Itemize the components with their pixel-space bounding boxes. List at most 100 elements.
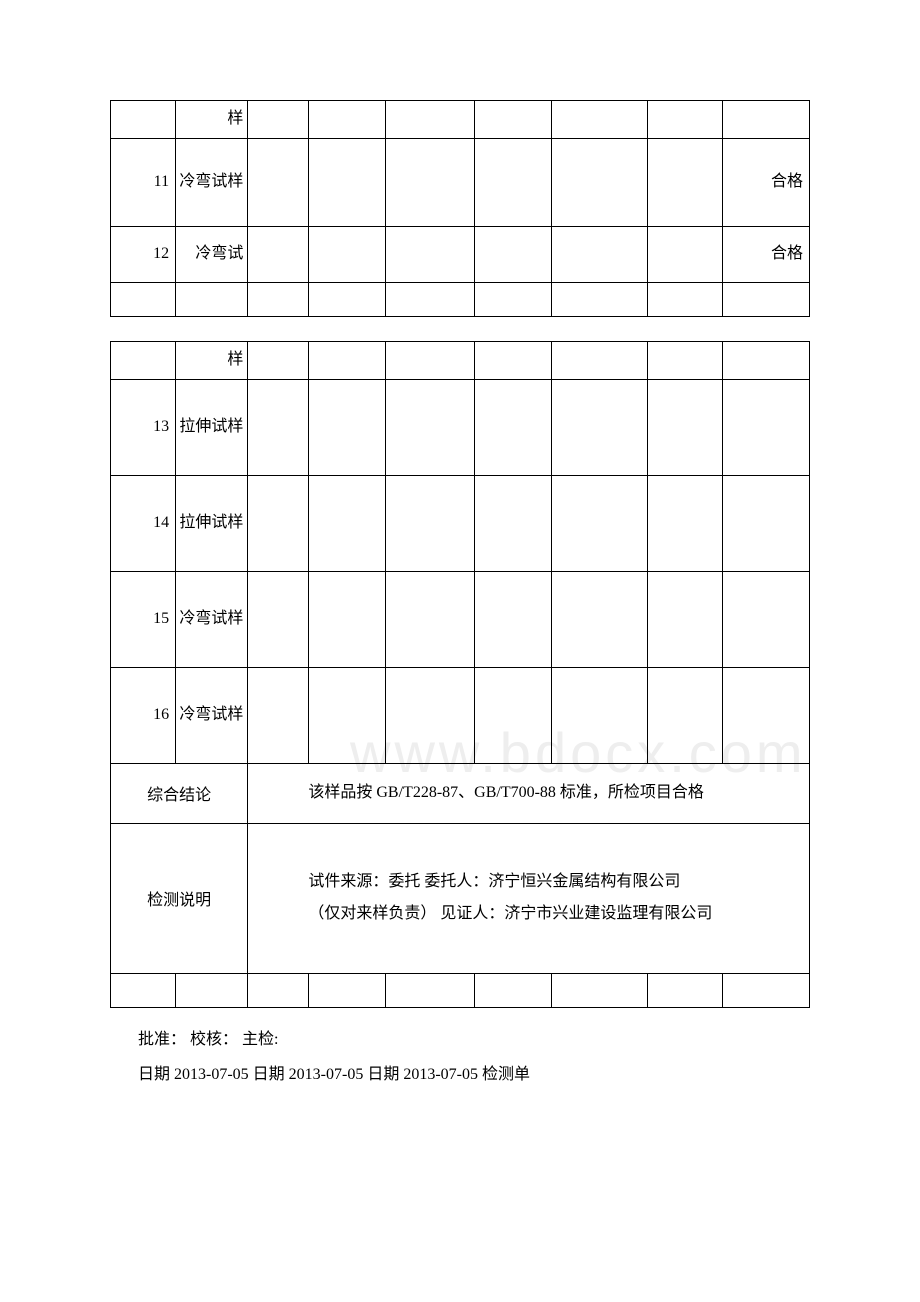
desc-line1: 试件来源：委托 委托人：济宁恒兴金属结构有限公司: [276, 866, 795, 898]
cell-empty: [385, 341, 474, 379]
cell-result: [723, 571, 810, 667]
cell-num: [111, 101, 176, 139]
desc-line2: （仅对来样负责） 见证人：济宁市兴业建设监理有限公司: [276, 898, 795, 930]
cell-empty: [308, 282, 385, 316]
cell-num: 15: [111, 571, 176, 667]
cell-empty: [474, 226, 551, 282]
cell-empty: [248, 475, 308, 571]
cell-num: 14: [111, 475, 176, 571]
cell-empty: [385, 475, 474, 571]
cell-empty: [723, 973, 810, 1007]
table-row: [111, 282, 810, 316]
description-row: 检测说明 试件来源：委托 委托人：济宁恒兴金属结构有限公司 （仅对来样负责） 见…: [111, 823, 810, 973]
footer-block: 批准： 校核： 主检: 日期 2013-07-05 日期 2013-07-05 …: [110, 1008, 810, 1092]
table-row: 15 冷弯试样: [111, 571, 810, 667]
cell-empty: [648, 379, 723, 475]
cell-type: 冷弯试样: [176, 571, 248, 667]
cell-type: 冷弯试: [176, 226, 248, 282]
cell-empty: [552, 571, 648, 667]
cell-empty: [308, 571, 385, 667]
cell-result: 合格: [723, 226, 810, 282]
cell-empty: [552, 475, 648, 571]
cell-empty: [248, 973, 308, 1007]
cell-empty: [308, 379, 385, 475]
table-row: 样: [111, 101, 810, 139]
cell-empty: [474, 571, 551, 667]
conclusion-label: 综合结论: [111, 763, 248, 823]
cell-type: 拉伸试样: [176, 379, 248, 475]
cell-empty: [248, 282, 308, 316]
cell-empty: [308, 138, 385, 226]
conclusion-row: 综合结论 该样品按 GB/T228-87、GB/T700-88 标准，所检项目合…: [111, 763, 810, 823]
cell-empty: [552, 667, 648, 763]
cell-empty: [648, 226, 723, 282]
cell-empty: [648, 571, 723, 667]
cell-num: 12: [111, 226, 176, 282]
cell-empty: [552, 138, 648, 226]
cell-result: [723, 475, 810, 571]
cell-empty: [176, 973, 248, 1007]
cell-empty: [474, 101, 551, 139]
cell-empty: [648, 973, 723, 1007]
cell-empty: [111, 282, 176, 316]
cell-result: [723, 101, 810, 139]
cell-empty: [176, 282, 248, 316]
cell-type: 冷弯试样: [176, 667, 248, 763]
cell-empty: [385, 282, 474, 316]
cell-empty: [385, 101, 474, 139]
cell-empty: [385, 973, 474, 1007]
cell-result: 合格: [723, 138, 810, 226]
cell-empty: [385, 571, 474, 667]
cell-empty: [552, 282, 648, 316]
cell-empty: [111, 973, 176, 1007]
cell-empty: [248, 101, 308, 139]
table-row: 13 拉伸试样: [111, 379, 810, 475]
conclusion-text: 该样品按 GB/T228-87、GB/T700-88 标准，所检项目合格: [248, 763, 810, 823]
table-row: 16 冷弯试样: [111, 667, 810, 763]
cell-empty: [308, 667, 385, 763]
cell-empty: [385, 226, 474, 282]
table-row: 11 冷弯试样 合格: [111, 138, 810, 226]
cell-empty: [474, 667, 551, 763]
results-table-1: 样 11 冷弯试样 合格 12 冷弯试: [110, 100, 810, 317]
cell-empty: [552, 341, 648, 379]
cell-empty: [474, 475, 551, 571]
cell-empty: [308, 226, 385, 282]
table-row: 14 拉伸试样: [111, 475, 810, 571]
table-row: 样: [111, 341, 810, 379]
cell-result: [723, 379, 810, 475]
cell-empty: [248, 341, 308, 379]
cell-empty: [648, 101, 723, 139]
cell-empty: [248, 138, 308, 226]
cell-empty: [308, 341, 385, 379]
cell-empty: [248, 226, 308, 282]
footer-date-line: 日期 2013-07-05 日期 2013-07-05 日期 2013-07-0…: [138, 1057, 810, 1092]
cell-empty: [308, 973, 385, 1007]
cell-empty: [648, 341, 723, 379]
cell-result: [723, 667, 810, 763]
cell-empty: [474, 973, 551, 1007]
cell-empty: [552, 226, 648, 282]
desc-label: 检测说明: [111, 823, 248, 973]
cell-empty: [385, 138, 474, 226]
cell-empty: [552, 973, 648, 1007]
cell-empty: [385, 379, 474, 475]
cell-num: 11: [111, 138, 176, 226]
cell-empty: [648, 138, 723, 226]
cell-empty: [474, 282, 551, 316]
cell-empty: [648, 667, 723, 763]
cell-empty: [648, 282, 723, 316]
cell-empty: [308, 101, 385, 139]
desc-text: 试件来源：委托 委托人：济宁恒兴金属结构有限公司 （仅对来样负责） 见证人：济宁…: [248, 823, 810, 973]
results-table-2: 样 13 拉伸试样 14 拉伸试样: [110, 341, 810, 1008]
cell-empty: [474, 341, 551, 379]
cell-empty: [248, 571, 308, 667]
cell-empty: [474, 379, 551, 475]
cell-empty: [552, 379, 648, 475]
cell-num: [111, 341, 176, 379]
footer-approval-line: 批准： 校核： 主检:: [138, 1022, 810, 1057]
cell-empty: [248, 379, 308, 475]
cell-num: 13: [111, 379, 176, 475]
cell-empty: [648, 475, 723, 571]
cell-type: 样: [176, 101, 248, 139]
